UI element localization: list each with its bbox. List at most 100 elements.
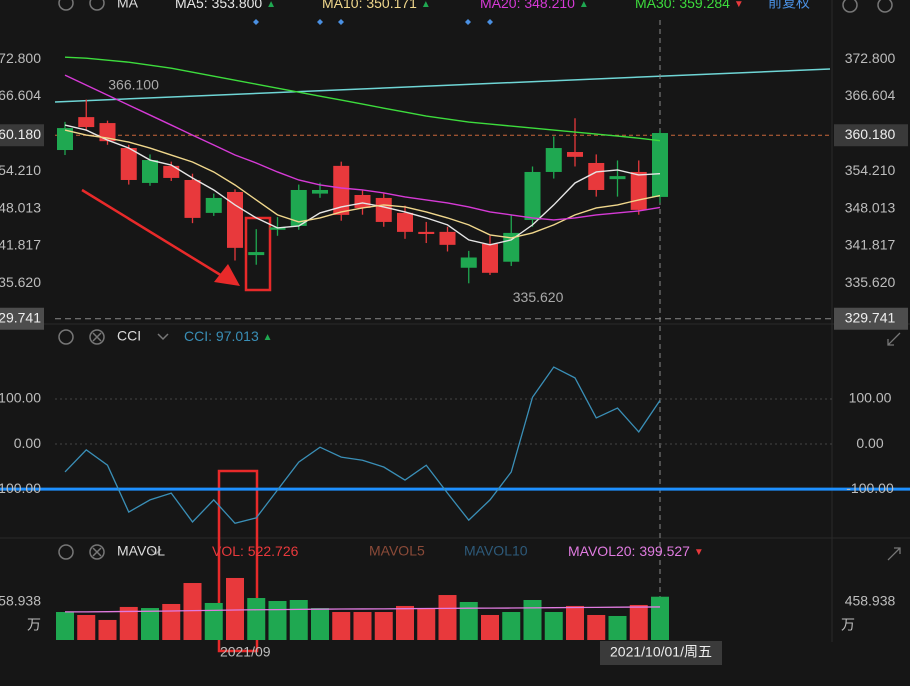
crosshair-date-box <box>600 641 722 665</box>
y-tick-label: 360.180 <box>845 126 896 142</box>
legend-entry: VOL: 522.726 <box>212 543 299 559</box>
cci-header-icons[interactable] <box>58 329 169 345</box>
candle-body <box>375 197 392 222</box>
candle-body <box>567 152 583 157</box>
extreme-label: 366.100 <box>108 76 159 92</box>
expand-icons[interactable] <box>887 332 901 561</box>
candle-body <box>227 191 243 248</box>
legend-separator: : <box>672 0 676 11</box>
volume-bar <box>268 600 287 640</box>
candle-body <box>524 171 541 220</box>
y-tick-label: 335.620 <box>845 274 896 290</box>
volume-bar <box>289 600 308 640</box>
panel-subtitle: 前复权 <box>768 0 810 11</box>
y-tick-label: 366.604 <box>0 87 41 103</box>
y-tick-label: 0.00 <box>14 435 41 451</box>
candle-body <box>460 257 477 268</box>
candle-body <box>57 128 73 151</box>
unit-label: 万 <box>841 617 855 633</box>
volume-bar <box>396 605 414 640</box>
panel-title: MA <box>117 0 139 11</box>
y-tick-label: 354.210 <box>845 162 896 178</box>
tick-highlight <box>0 307 44 330</box>
volume-bar <box>119 606 138 640</box>
volume-bar <box>587 614 606 640</box>
series-line <box>64 129 661 239</box>
volume-bar <box>141 608 159 640</box>
candle-body <box>588 162 605 190</box>
legend-entry: CCI: 97.013 ▲ <box>184 328 273 344</box>
vol-header-icons[interactable] <box>58 544 162 560</box>
y-tick-label: 329.741 <box>0 309 41 325</box>
volume-bar <box>629 604 648 640</box>
y-tick-label: 0.00 <box>856 435 883 451</box>
volume-bar <box>332 612 351 640</box>
volume-bar <box>651 596 669 640</box>
y-tick-label: -100.00 <box>0 480 41 496</box>
volume-bar <box>98 619 117 640</box>
y-tick-label: 335.620 <box>0 274 41 290</box>
candle-body <box>312 189 328 194</box>
volume-bar <box>311 608 329 640</box>
candle-body <box>652 133 668 197</box>
legend-separator: : <box>204 0 208 11</box>
tick-highlight <box>834 124 908 147</box>
candle-body <box>99 123 116 142</box>
legend-value: 359.284 <box>679 0 730 11</box>
candle-body <box>184 179 201 218</box>
candle-body <box>354 194 371 208</box>
y-tick-label: 348.013 <box>0 199 41 215</box>
candle-body <box>248 252 265 256</box>
legend-value: 353.800 <box>212 0 263 11</box>
candle-body <box>205 197 222 213</box>
candle-body <box>290 189 307 226</box>
panel-title: MAVOL <box>117 543 165 559</box>
y-tick-label: 100.00 <box>849 390 892 406</box>
volume-bar <box>353 612 372 640</box>
trend-line <box>54 68 831 103</box>
y-tick-label: -100.00 <box>846 480 894 496</box>
legend-entry: MA20: 348.210 ▲ <box>480 0 589 11</box>
candle-body <box>397 212 413 232</box>
y-tick-label: 372.800 <box>845 50 896 66</box>
user-annotations <box>81 188 272 653</box>
x-tick-label: 2021/09 <box>220 644 271 660</box>
y-tick-label: 458.938 <box>0 593 41 609</box>
legend-name: CCI <box>184 328 208 344</box>
legend-value: 522.726 <box>248 543 299 559</box>
legend-name: MAVOL20 <box>568 543 632 559</box>
candle-body <box>545 148 562 172</box>
volume-bar <box>374 612 393 640</box>
volume-bar <box>459 601 478 640</box>
legend-separator: : <box>359 0 363 11</box>
volume-bar <box>502 612 521 640</box>
volume-bar <box>544 612 563 640</box>
volume-bar <box>77 614 96 640</box>
signal-markers <box>253 19 493 25</box>
candle-body <box>120 148 137 180</box>
volume-bar <box>226 577 244 640</box>
legend-name: MA20 <box>480 0 517 11</box>
y-tick-label: 341.817 <box>0 237 41 253</box>
candle-body <box>482 243 498 273</box>
legend-value: 97.013 <box>216 328 259 344</box>
y-tick-label: 354.210 <box>0 162 41 178</box>
volume-bar <box>162 603 181 640</box>
y-tick-label: 348.013 <box>845 199 896 215</box>
candle-body <box>439 231 456 245</box>
series-line <box>64 124 661 246</box>
legend-separator: : <box>240 543 244 559</box>
y-tick-label: 360.180 <box>0 126 41 142</box>
x-tick-label: 2021/10/01/周五 <box>610 644 712 660</box>
y-tick-label: 458.938 <box>845 593 896 609</box>
top-header-icons[interactable] <box>58 0 893 13</box>
volume-bar <box>608 615 627 640</box>
volume-bar <box>417 608 436 640</box>
legend-value: 399.527 <box>639 543 690 559</box>
tick-highlight <box>834 307 908 330</box>
legend-entry: MA5: 353.800 ▲ <box>175 0 276 11</box>
legend-separator: : <box>517 0 521 11</box>
series-line <box>64 74 661 221</box>
legend-separator: : <box>208 328 212 344</box>
candle-body <box>163 165 180 178</box>
